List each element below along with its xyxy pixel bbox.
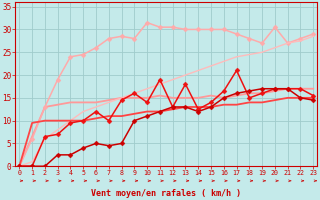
X-axis label: Vent moyen/en rafales ( km/h ): Vent moyen/en rafales ( km/h ) xyxy=(91,189,241,198)
